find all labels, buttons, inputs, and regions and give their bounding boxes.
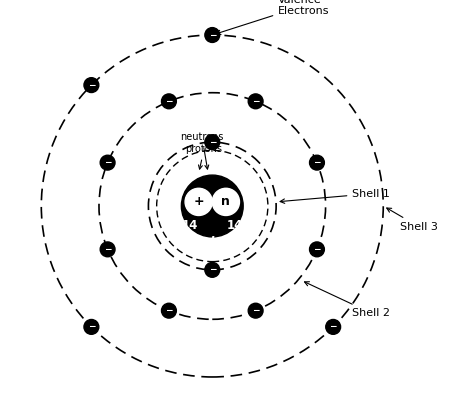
Circle shape <box>100 155 115 170</box>
Circle shape <box>100 242 115 257</box>
Text: −: − <box>209 265 216 274</box>
Text: Shell 1: Shell 1 <box>280 189 390 204</box>
Text: −: − <box>209 138 216 147</box>
Text: −: − <box>88 81 95 89</box>
Text: −: − <box>313 245 321 254</box>
Text: −: − <box>88 323 95 331</box>
Circle shape <box>310 242 324 257</box>
Circle shape <box>205 135 219 150</box>
Text: −: − <box>329 323 337 331</box>
Text: 14: 14 <box>227 219 243 232</box>
Text: −: − <box>252 306 259 315</box>
Text: Shell 3: Shell 3 <box>387 208 438 232</box>
Text: +: + <box>193 195 204 208</box>
Text: neutrons: neutrons <box>180 132 224 169</box>
Circle shape <box>248 94 263 109</box>
Text: −: − <box>252 97 259 106</box>
Text: protons: protons <box>185 145 222 169</box>
Text: −: − <box>209 30 216 40</box>
Text: −: − <box>104 158 111 167</box>
Circle shape <box>162 94 176 109</box>
Text: Valence
Electrons: Valence Electrons <box>216 0 330 35</box>
Text: 14: 14 <box>182 219 198 232</box>
Circle shape <box>212 188 239 215</box>
Circle shape <box>248 303 263 318</box>
Circle shape <box>84 319 99 334</box>
Circle shape <box>162 303 176 318</box>
Circle shape <box>182 175 243 237</box>
Circle shape <box>310 155 324 170</box>
Text: Shell 2: Shell 2 <box>304 282 391 318</box>
Circle shape <box>326 319 341 334</box>
Text: n: n <box>221 195 230 208</box>
Text: −: − <box>165 306 173 315</box>
Circle shape <box>84 78 99 93</box>
Circle shape <box>205 28 219 42</box>
Text: −: − <box>313 158 321 167</box>
Text: −: − <box>165 97 173 106</box>
Circle shape <box>205 262 219 277</box>
Text: Nucleus: Nucleus <box>186 236 238 249</box>
Circle shape <box>185 188 212 215</box>
Text: −: − <box>104 245 111 254</box>
